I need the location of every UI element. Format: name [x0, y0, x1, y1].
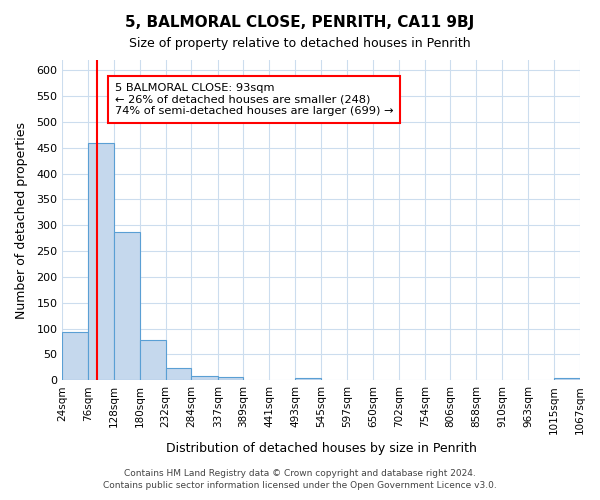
Bar	[140, 340, 166, 380]
Bar	[166, 368, 191, 380]
Text: 5, BALMORAL CLOSE, PENRITH, CA11 9BJ: 5, BALMORAL CLOSE, PENRITH, CA11 9BJ	[125, 15, 475, 30]
Text: 5 BALMORAL CLOSE: 93sqm
← 26% of detached houses are smaller (248)
74% of semi-d: 5 BALMORAL CLOSE: 93sqm ← 26% of detache…	[115, 83, 394, 116]
X-axis label: Distribution of detached houses by size in Penrith: Distribution of detached houses by size …	[166, 442, 476, 455]
Bar	[218, 377, 244, 380]
Bar	[88, 142, 114, 380]
Bar	[295, 378, 321, 380]
Text: Size of property relative to detached houses in Penrith: Size of property relative to detached ho…	[129, 38, 471, 51]
Bar	[554, 378, 580, 380]
Text: Contains HM Land Registry data © Crown copyright and database right 2024.
Contai: Contains HM Land Registry data © Crown c…	[103, 468, 497, 490]
Bar	[114, 232, 140, 380]
Bar	[62, 332, 88, 380]
Y-axis label: Number of detached properties: Number of detached properties	[15, 122, 28, 318]
Bar	[191, 376, 218, 380]
